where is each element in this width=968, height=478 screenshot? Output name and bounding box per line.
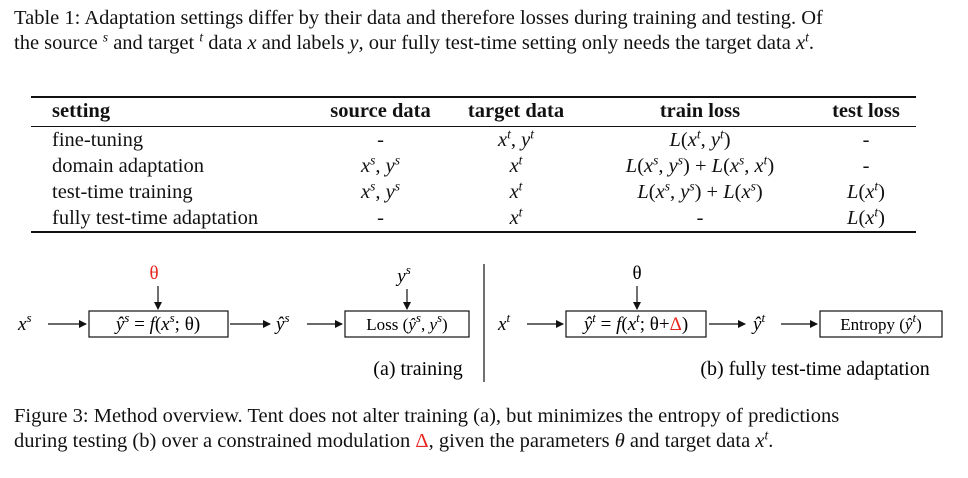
table-header-row: setting source data target data train lo…: [31, 97, 916, 127]
source-superscript: s: [102, 29, 109, 45]
table-caption-text-2d: and labels: [261, 32, 345, 54]
target-data-cell: xt: [509, 178, 523, 203]
header-source-data: source data: [330, 100, 431, 122]
training-prediction-ys: ŷs: [274, 310, 290, 335]
training-panel: θ xs ŷs = f(xs; θ) ŷs ys Loss (ŷs, ys) (…: [17, 262, 470, 380]
table-caption-text-1: Adaptation settings differ by their data…: [84, 7, 823, 29]
train-loss-cell: L(xt, yt): [669, 126, 731, 151]
target-superscript: t: [199, 29, 204, 45]
source-data-cell: -: [377, 129, 384, 151]
entropy-box-label: Entropy (ŷt): [840, 310, 922, 334]
test-loss-cell: L(xt): [847, 178, 885, 203]
model-box-adaptation-label: ŷt = f(xt; θ+Δ): [582, 310, 688, 335]
adaptation-prediction-yt: ŷt: [751, 310, 765, 335]
figure-caption-label: Figure 3:: [14, 405, 89, 427]
target-data-symbol: x: [755, 430, 765, 452]
loss-box-label: Loss (ŷs, ys): [366, 310, 447, 334]
model-box-training-label: ŷs = f(xs; θ): [114, 310, 200, 335]
adaptation-input-xt: xt: [497, 310, 510, 335]
header-test-loss: test loss: [832, 100, 900, 122]
setting-cell: fully test-time adaptation: [52, 207, 259, 229]
figure-caption-end: .: [768, 430, 774, 452]
setting-cell: fine-tuning: [52, 129, 144, 151]
test-loss-cell: -: [862, 155, 870, 177]
model-box-adaptation: [565, 310, 707, 338]
setting-cell: domain adaptation: [52, 155, 204, 177]
train-loss-cell: L(xs, ys) + L(xs, xt): [625, 152, 775, 177]
figure-caption-text-1: Method overview. Tent does not alter tra…: [93, 405, 840, 427]
settings-table: setting source data target data train lo…: [31, 96, 916, 233]
target-data-cell: xt: [509, 204, 523, 229]
parameters-theta-symbol: θ: [614, 430, 625, 452]
header-target-data: target data: [467, 100, 565, 122]
table-caption-line-1: Table 1: Adaptation settings differ by t…: [14, 6, 959, 31]
setting-cell: test-time training: [52, 181, 193, 203]
header-train-loss: train loss: [659, 100, 741, 122]
label-symbol-y: y: [349, 32, 359, 54]
test-loss-cell: L(xt): [847, 204, 885, 229]
source-data-cell: xs, ys: [361, 178, 400, 203]
table-caption: Table 1: Adaptation settings differ by t…: [14, 6, 959, 56]
target-data-symbol: x: [795, 32, 806, 54]
adaptation-param-theta: θ: [632, 263, 641, 284]
table-caption-text-2a: the source: [14, 32, 98, 54]
table-row: test-time training xs, ys xt L(xs, ys) + L(…: [31, 179, 916, 205]
data-symbol-x: x: [247, 32, 257, 54]
target-data-superscript: t: [764, 427, 769, 443]
source-data-cell: -: [377, 207, 384, 229]
figure-caption-text-2b: , given the parameters: [428, 430, 610, 452]
training-label-ys: ys: [395, 262, 411, 287]
header-setting: setting: [52, 100, 111, 122]
table-caption-line-2: the source s and target t data x and lab…: [14, 29, 959, 56]
target-data-cell: xt, yt: [498, 126, 534, 151]
training-input-xs: xs: [17, 310, 32, 335]
table-caption-end: .: [808, 32, 814, 54]
loss-box: [344, 310, 470, 338]
training-caption: (a) training: [373, 358, 462, 380]
method-overview-diagram: θ xs ŷs = f(xs; θ) ŷs ys Loss (ŷs, ys) (…: [17, 262, 943, 382]
table-row: fine-tuning - xt, yt L(xt, yt) -: [31, 127, 916, 154]
target-data-superscript: t: [805, 29, 809, 45]
figure-caption-text-2a: during testing (b) over a constrained mo…: [14, 430, 411, 452]
adaptation-panel: θ xt ŷt = f(xt; θ+Δ) ŷt Entropy (ŷt) (b)…: [497, 263, 943, 380]
table-caption-text-2e: , our fully test-time setting only needs…: [358, 32, 791, 54]
test-loss-cell: -: [862, 129, 870, 151]
table-row: fully test-time adaptation - xt - L(xt): [31, 205, 916, 232]
figure-caption-line-2: during testing (b) over a constrained mo…: [14, 427, 959, 454]
entropy-box: [819, 310, 943, 338]
table-caption-label: Table 1:: [14, 7, 81, 29]
figure-caption-line-1: Figure 3: Method overview. Tent does not…: [14, 404, 959, 429]
train-loss-cell: L(xs, ys) + L(xs): [637, 178, 763, 203]
modulation-delta-symbol: Δ: [415, 430, 429, 452]
table-row: domain adaptation xs, ys xt L(xs, ys) + L(x…: [31, 153, 916, 179]
figure-caption-text-2c: and target data: [629, 430, 751, 452]
training-param-theta: θ: [149, 263, 158, 284]
target-data-cell: xt: [509, 152, 523, 177]
adaptation-caption: (b) fully test-time adaptation: [700, 358, 929, 380]
table-caption-text-2b: and target: [113, 32, 195, 54]
figure-caption: Figure 3: Method overview. Tent does not…: [14, 404, 959, 454]
train-loss-cell: -: [696, 207, 704, 229]
model-box-training: [88, 310, 229, 338]
source-data-cell: xs, ys: [361, 152, 400, 177]
table-caption-text-2c: data: [208, 32, 243, 54]
